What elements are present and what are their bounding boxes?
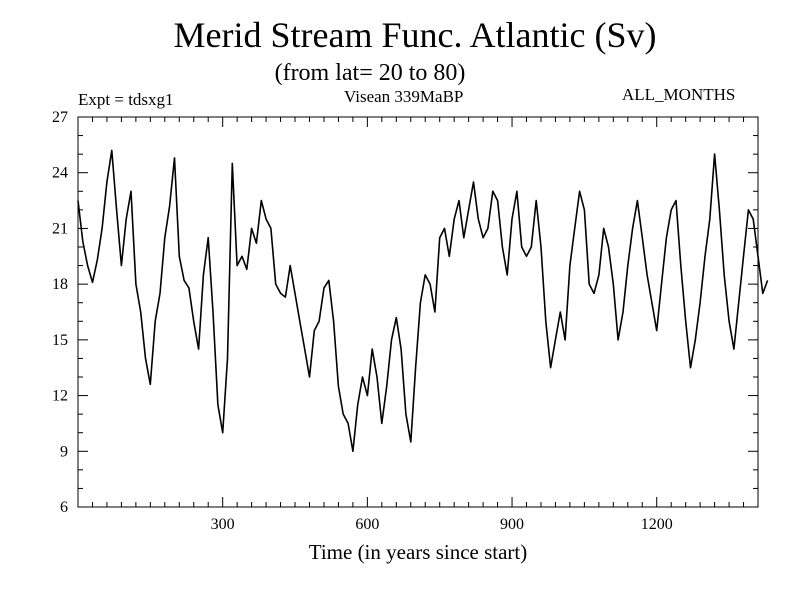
y-tick-label: 6 — [60, 499, 68, 516]
plot-frame — [77, 116, 759, 508]
y-tick-label: 21 — [52, 220, 68, 237]
y-tick-label: 9 — [60, 443, 68, 460]
x-tick-label: 300 — [211, 516, 235, 533]
y-tick-label: 27 — [52, 109, 68, 126]
chart-title: Merid Stream Func. Atlantic (Sv) — [173, 15, 657, 55]
x-tick-label: 900 — [500, 516, 524, 533]
x-tick-label: 600 — [355, 516, 379, 533]
y-tick-label: 24 — [52, 165, 68, 182]
period-label: Visean 339MaBP — [344, 87, 464, 106]
y-tick-label: 12 — [52, 388, 68, 405]
y-tick-label: 18 — [52, 276, 68, 293]
experiment-label: Expt = tdsxg1 — [78, 90, 174, 109]
chart-subtitle: (from lat= 20 to 80) — [274, 60, 466, 86]
months-label: ALL_MONTHS — [622, 85, 736, 104]
x-axis-label: Time (in years since start) — [308, 540, 528, 564]
x-tick-label: 1200 — [641, 516, 673, 533]
y-tick-label: 15 — [52, 332, 68, 349]
series-line — [77, 149, 769, 453]
